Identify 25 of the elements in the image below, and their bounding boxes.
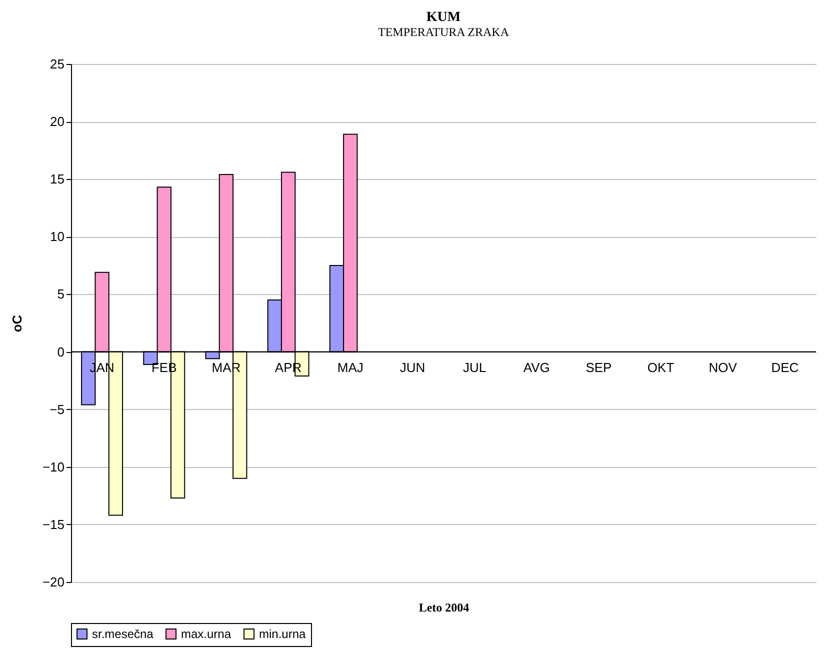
y-tick-label: −20 bbox=[42, 574, 64, 590]
y-tick-label: 15 bbox=[50, 172, 64, 187]
legend-label: sr.mesečna bbox=[92, 627, 154, 641]
y-tick-label: 5 bbox=[57, 286, 64, 302]
x-tick-label: AVG bbox=[523, 360, 550, 375]
x-axis-title: Leto 2004 bbox=[418, 600, 470, 614]
x-tick-label: JUL bbox=[462, 360, 486, 375]
y-tick-label: 10 bbox=[50, 229, 64, 244]
y-tick-label: 25 bbox=[50, 56, 64, 72]
legend-label: max.urna bbox=[181, 627, 232, 641]
x-tick-label: NOV bbox=[708, 360, 738, 375]
x-tick-label: SEP bbox=[586, 360, 612, 375]
chart-subtitle: TEMPERATURA ZRAKA bbox=[378, 25, 510, 39]
y-tick-label: 0 bbox=[57, 344, 64, 360]
x-tick-label: JUN bbox=[400, 360, 426, 375]
x-tick-label: OKT bbox=[647, 360, 674, 375]
y-tick-label: −15 bbox=[42, 516, 64, 532]
chart-title: KUM bbox=[426, 10, 461, 25]
x-tick-label: DEC bbox=[771, 360, 799, 375]
y-tick-label: −10 bbox=[42, 459, 64, 474]
legend-label: min.urna bbox=[259, 627, 306, 641]
y-axis-title: oC bbox=[9, 314, 24, 332]
y-tick-label: −5 bbox=[50, 402, 64, 417]
y-tick-label: 20 bbox=[50, 114, 64, 130]
x-tick-label: MAJ bbox=[337, 360, 364, 375]
